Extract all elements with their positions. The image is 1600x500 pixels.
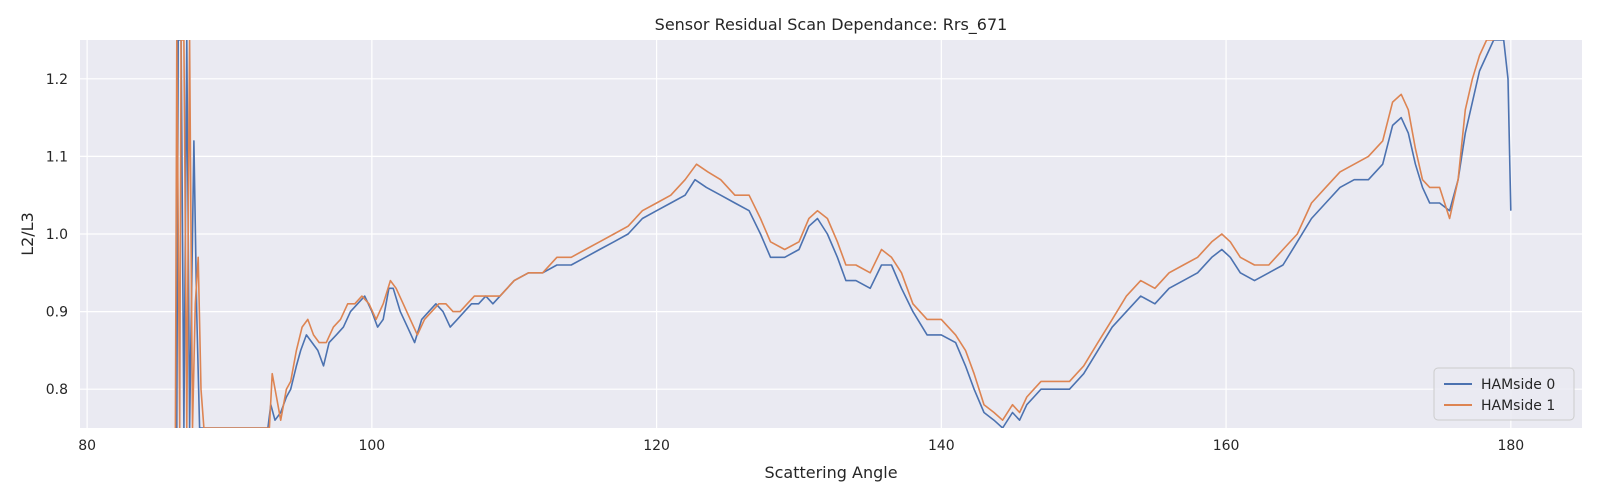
y-tick-label: 0.8 bbox=[46, 382, 68, 398]
legend-box bbox=[1433, 367, 1575, 421]
x-tick-label: 80 bbox=[78, 438, 96, 454]
series-layer bbox=[174, 40, 1512, 428]
y-axis-label: L2/L3 bbox=[18, 212, 37, 256]
y-axis: 0.8 0.9 1.0 1.1 1.2 bbox=[46, 72, 68, 398]
y-tick-label: 0.9 bbox=[46, 305, 68, 321]
chart-title: Sensor Residual Scan Dependance: Rrs_671 bbox=[655, 15, 1008, 35]
x-tick-label: 160 bbox=[1213, 438, 1240, 454]
x-axis: 80 100 120 140 160 180 bbox=[78, 438, 1524, 454]
legend-label: HAMside 1 bbox=[1481, 398, 1555, 414]
x-tick-label: 100 bbox=[358, 438, 385, 454]
x-tick-label: 180 bbox=[1497, 438, 1524, 454]
grid-lines bbox=[80, 40, 1582, 428]
series-line-hamside-0 bbox=[176, 40, 1512, 428]
legend: HAMside 0 HAMside 1 bbox=[1433, 367, 1575, 421]
x-tick-label: 120 bbox=[643, 438, 670, 454]
y-tick-label: 1.1 bbox=[46, 149, 68, 165]
x-axis-label: Scattering Angle bbox=[764, 463, 897, 482]
legend-label: HAMside 0 bbox=[1481, 377, 1555, 393]
y-tick-label: 1.2 bbox=[46, 72, 68, 88]
series-line-hamside-1 bbox=[174, 40, 1494, 428]
y-tick-label: 1.0 bbox=[46, 227, 68, 243]
x-tick-label: 140 bbox=[928, 438, 955, 454]
